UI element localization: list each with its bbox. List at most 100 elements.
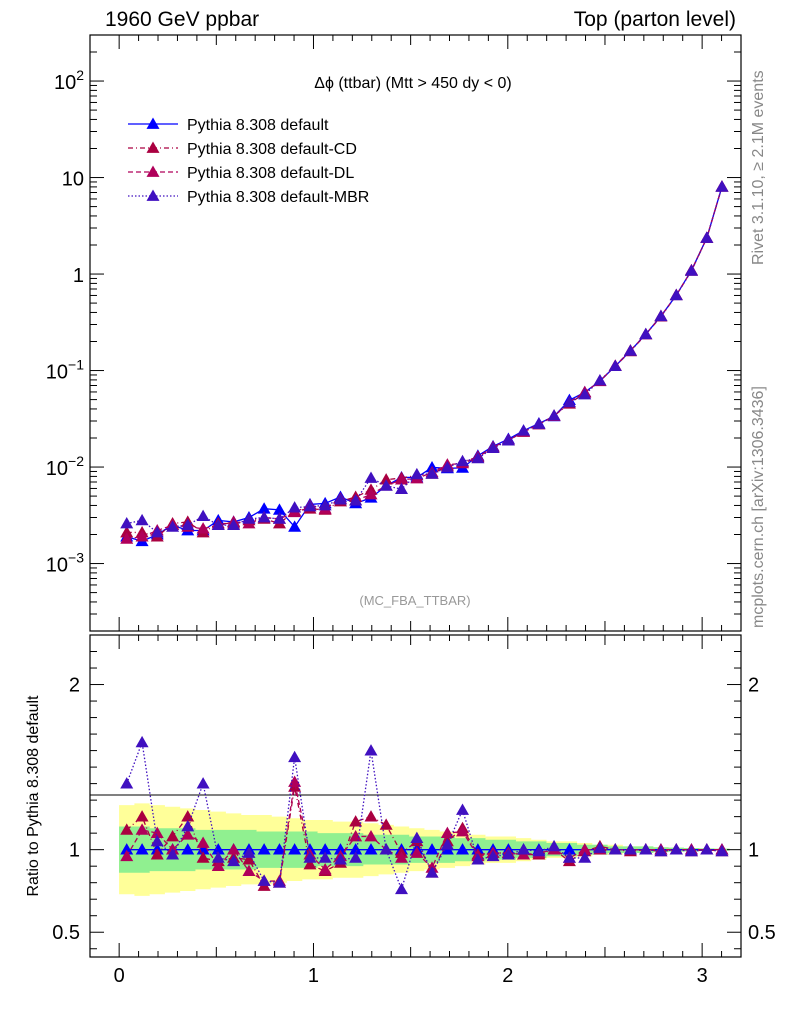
- analysis-tag: (MC_FBA_TTBAR): [359, 593, 470, 608]
- ratio-point-cd: [150, 848, 164, 860]
- ratio-point-mbr: [608, 843, 622, 855]
- ratio-point-default: [272, 843, 286, 855]
- ratio-point-default: [318, 843, 332, 855]
- main-point-mbr: [700, 231, 714, 243]
- main-panel: 10−3 10−2 10−1 1 10 102 Δϕ (ttbar) (Mtt > 450…: [46, 34, 742, 632]
- main-point-mbr: [257, 511, 271, 523]
- ratio-point-mbr: [196, 777, 210, 789]
- ratio-point-cd: [181, 810, 195, 822]
- legend-label-mbr: Pythia 8.308 default-MBR: [187, 189, 369, 206]
- ratio-point-mbr: [242, 846, 256, 858]
- ratio-point-mbr: [288, 750, 302, 763]
- main-point-mbr: [684, 264, 698, 276]
- main-point-mbr: [135, 513, 149, 526]
- ratio-point-mbr: [349, 851, 363, 863]
- main-point-mbr: [608, 359, 622, 372]
- main-point-mbr: [364, 471, 378, 483]
- main-point-mbr: [150, 525, 164, 538]
- ratio-point-cd: [135, 810, 149, 822]
- ratio-x-tick-label: 3: [697, 965, 708, 987]
- ratio-series-line-dl: [126, 781, 722, 882]
- main-point-mbr: [410, 467, 424, 480]
- main-point-mbr: [456, 454, 470, 467]
- ratio-point-mbr: [501, 848, 515, 860]
- ratio-point-mbr: [303, 851, 317, 863]
- ratio-point-mbr: [547, 839, 561, 852]
- ratio-point-dl: [364, 829, 378, 842]
- ratio-point-mbr: [456, 803, 470, 815]
- ratio-y-tick-label-left: 2: [69, 675, 80, 697]
- ratio-point-mbr: [669, 843, 683, 855]
- main-point-mbr: [517, 424, 531, 436]
- ratio-point-mbr: [333, 853, 347, 865]
- legend-label-cd: Pythia 8.308 default-CD: [187, 141, 357, 158]
- ratio-y-tick-label-right: 2: [748, 675, 759, 697]
- main-point-mbr: [639, 327, 653, 340]
- ratio-point-cd: [166, 829, 180, 842]
- ratio-point-cd: [120, 823, 134, 835]
- ratio-point-cd: [303, 858, 317, 870]
- main-point-mbr: [547, 409, 561, 421]
- main-point-mbr: [242, 512, 256, 524]
- main-point-mbr: [333, 493, 347, 505]
- main-point-mbr: [486, 441, 500, 454]
- main-point-mbr: [227, 518, 241, 531]
- ratio-point-dl: [440, 826, 454, 839]
- ratio-point-cd: [349, 815, 363, 827]
- ratio-x-ticks: 0 1 2 3: [114, 635, 723, 987]
- ratio-point-dl: [120, 849, 134, 862]
- main-series-line-default: [126, 186, 723, 543]
- main-point-mbr: [562, 395, 576, 408]
- ratio-point-mbr: [120, 777, 134, 789]
- ratio-point-mbr: [379, 843, 393, 855]
- main-point-mbr: [669, 288, 683, 301]
- ratio-point-default: [456, 843, 470, 855]
- ratio-point-mbr: [135, 735, 149, 748]
- main-point-mbr: [272, 512, 286, 524]
- ratio-point-default: [181, 843, 195, 855]
- ratio-point-mbr: [517, 843, 531, 855]
- ratio-point-mbr: [562, 851, 576, 863]
- ratio-y-tick-label-right: 0.5: [748, 922, 776, 944]
- ratio-point-dl: [456, 825, 470, 837]
- ratio-point-default: [425, 843, 439, 855]
- ratio-point-mbr: [318, 851, 332, 863]
- main-point-mbr: [288, 501, 302, 513]
- ratio-series-line-cd: [126, 786, 723, 887]
- ratio-x-tick-label: 2: [502, 965, 513, 987]
- ratio-y-tick-label-left: 1: [69, 840, 80, 862]
- ratio-point-mbr: [715, 844, 729, 857]
- ratio-point-dl: [227, 843, 241, 855]
- main-point-mbr: [654, 309, 668, 322]
- legend-marker-dl: [146, 165, 160, 177]
- ratio-point-mbr: [166, 848, 180, 860]
- ratio-point-mbr: [623, 843, 637, 855]
- main-y-tick-label: 10: [62, 169, 84, 191]
- main-point-mbr: [593, 373, 607, 386]
- main-point-mbr: [211, 518, 225, 531]
- ratio-y-tick-label-left: 0.5: [52, 922, 80, 944]
- ratio-point-default: [364, 843, 378, 855]
- main-point-mbr: [440, 460, 454, 473]
- main-point-mbr: [532, 417, 546, 429]
- header-left: 1960 GeV ppbar: [105, 8, 259, 31]
- ratio-point-mbr: [471, 853, 485, 865]
- ratio-point-dl: [349, 829, 363, 842]
- main-point-mbr: [501, 434, 515, 446]
- main-y-tick-label: 1: [73, 265, 84, 287]
- legend-marker-mbr: [146, 189, 160, 201]
- ratio-point-dl: [135, 823, 149, 835]
- ratio-x-tick-label: 0: [114, 965, 125, 987]
- ratio-point-dl: [242, 864, 256, 877]
- main-point-mbr: [471, 451, 485, 464]
- main-point-mbr: [425, 467, 439, 479]
- ratio-point-default: [211, 843, 225, 855]
- ratio-point-default: [349, 843, 363, 855]
- ratio-point-mbr: [700, 843, 714, 855]
- main-point-mbr: [318, 498, 332, 511]
- ratio-panel: 0.5 0.5 1 1 2 2 0 1 2 3 Ratio to Pythia 8.308 de…: [25, 634, 776, 987]
- ratio-point-default: [120, 843, 134, 855]
- legend: Pythia 8.308 default Pythia 8.308 default…: [128, 117, 369, 206]
- main-point-mbr: [181, 518, 195, 531]
